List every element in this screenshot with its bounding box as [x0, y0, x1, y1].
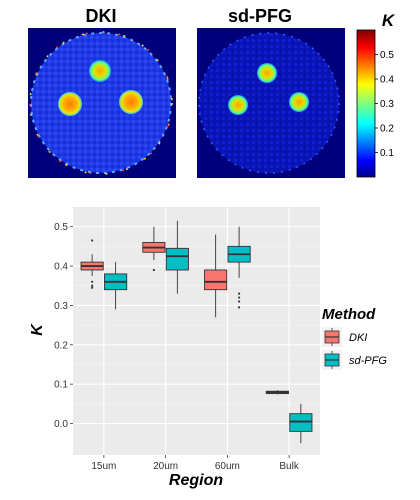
outlier-point	[238, 292, 241, 295]
box-DKI-Bulk	[265, 390, 289, 395]
colorbar: K 0.1 0.2 0.3 0.4 0.5	[356, 11, 396, 178]
box-body	[204, 269, 228, 291]
legend: Method DKI sd-PFG	[322, 306, 387, 370]
y-tick-label: 0.0	[54, 419, 68, 430]
left-map-title: DKI	[86, 6, 117, 26]
outlier-point	[238, 300, 241, 303]
y-tick-label: 0.4	[54, 262, 68, 273]
box-DKI-15um	[80, 239, 104, 289]
dki-map	[28, 28, 176, 178]
y-tick-label: 0.5	[54, 222, 68, 233]
plot-panel	[73, 207, 320, 455]
outlier-point	[91, 284, 94, 287]
legend-label: DKI	[349, 332, 367, 344]
box-body	[165, 247, 189, 271]
x-tick-label: Bulk	[279, 461, 299, 472]
outlier-point	[91, 239, 94, 242]
outlier-point	[238, 306, 241, 309]
sd-pfg-map	[197, 28, 345, 178]
outlier-point	[152, 268, 155, 272]
outlier-point	[238, 296, 241, 299]
colorbar-tick-label: 0.2	[380, 124, 394, 135]
legend-label: sd-PFG	[349, 355, 387, 367]
y-tick-label: 0.3	[54, 301, 68, 312]
box-DKI-60um	[204, 234, 228, 318]
outlier-point	[91, 280, 94, 283]
box-sd-PFG-15um	[104, 262, 128, 310]
box-DKI-20um	[142, 226, 166, 272]
box-sd-PFG-Bulk	[289, 403, 313, 444]
y-tick-label: 0.2	[54, 340, 68, 351]
right-map-title: sd-PFG	[228, 6, 292, 26]
x-tick-label: 15um	[91, 461, 116, 472]
legend-title: Method	[322, 306, 376, 323]
colorbar-title: K	[382, 11, 396, 30]
colorbar-tick-label: 0.5	[380, 50, 394, 61]
box-sd-PFG-20um	[165, 220, 189, 294]
outlier-point	[91, 286, 94, 289]
box-body	[289, 413, 313, 432]
y-axis-title: K	[29, 323, 46, 336]
x-axis-title: Region	[169, 472, 223, 489]
colorbar-tick-label: 0.3	[380, 99, 394, 110]
colorbar-tick-label: 0.1	[380, 148, 394, 159]
colorbar-tick-label: 0.4	[380, 75, 394, 86]
y-tick-label: 0.1	[54, 380, 68, 391]
legend-item-DKI: DKI	[322, 327, 367, 347]
box-sd-PFG-60um	[227, 226, 251, 309]
colorbar-gradient	[356, 29, 376, 178]
legend-item-sd-PFG: sd-PFG	[322, 350, 387, 370]
x-tick-label: 20um	[153, 461, 178, 472]
x-tick-label: 60um	[215, 461, 240, 472]
